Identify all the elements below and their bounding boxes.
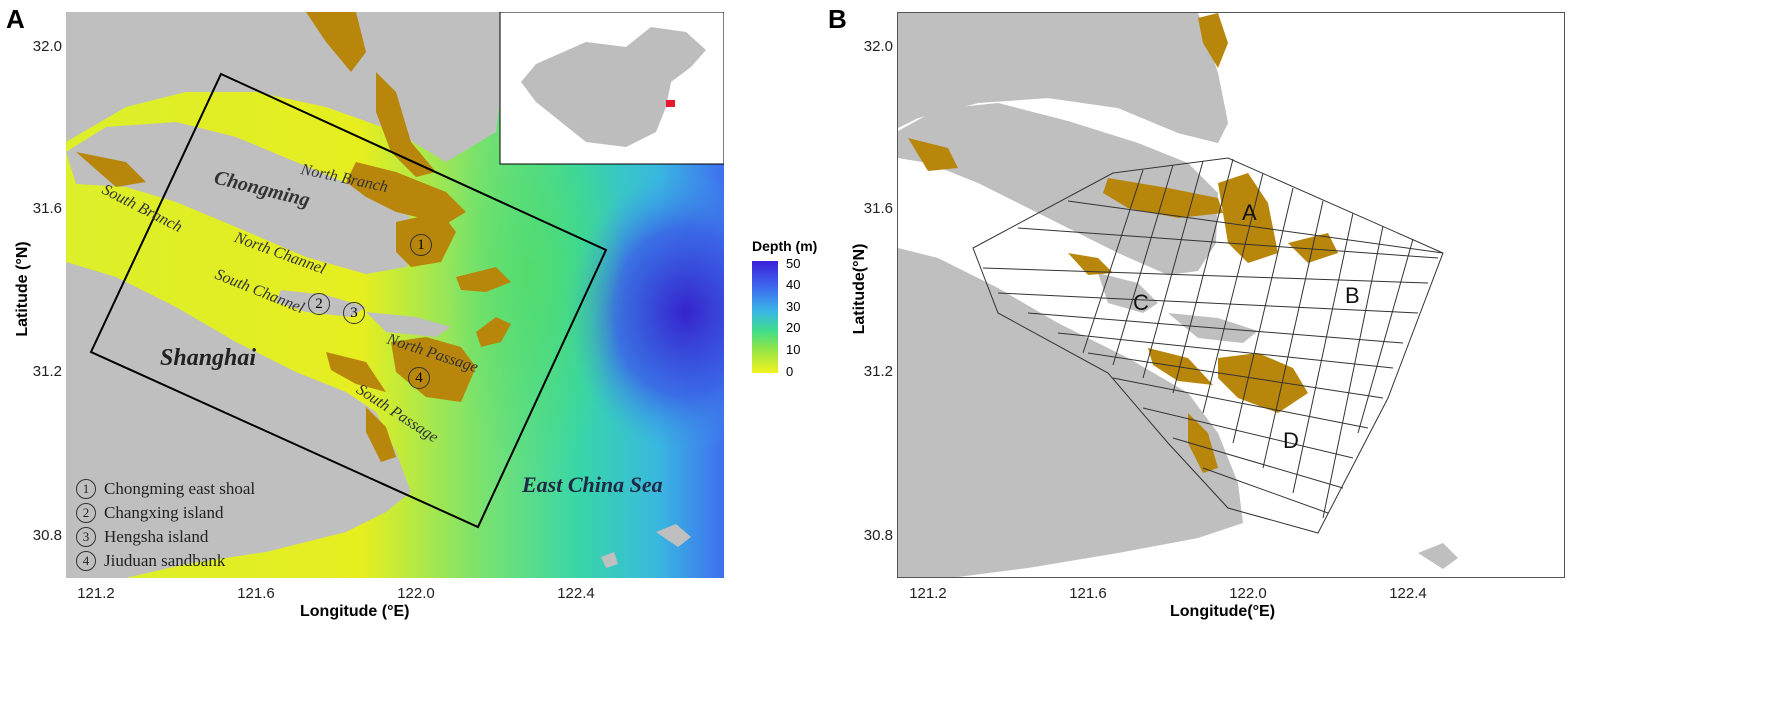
panel-b-label: B [828,4,847,34]
place-label-east-china-sea: East China Sea [522,472,663,497]
x-tick: 122.4 [1389,585,1427,602]
marker-4: 4 [408,367,430,389]
bathymetry-map [66,12,724,578]
x-tick: 121.2 [77,585,115,602]
y-axis-title: Latitude (°N) [14,241,31,337]
depth-legend-title: Depth (m) [752,238,818,254]
x-axis-title: Longitude (°E) [300,603,410,620]
x-tick: 122.4 [557,585,595,602]
region-label-a: A [1242,200,1257,225]
region-label-b: B [1345,283,1360,308]
x-tick: 122.0 [1229,585,1267,602]
location-key: 1 Chongming east shoal 2 Changxing island … [76,477,255,573]
y-tick: 32.0 [32,38,62,55]
marker-2: 2 [308,293,330,315]
y-tick: 30.8 [32,527,62,544]
y-tick: 31.6 [32,200,62,217]
x-axis-title: Longitude(°E) [1170,603,1276,620]
study-grid-map [897,12,1565,578]
x-tick: 121.6 [1069,585,1107,602]
legend-tick: 50 [786,256,801,271]
x-tick: 121.2 [909,585,947,602]
key-label: Jiuduan sandbank [104,551,226,570]
region-label-c: C [1133,290,1149,315]
key-number: 3 [76,527,96,547]
key-number: 4 [76,551,96,571]
depth-color-bar [752,261,778,373]
y-tick: 32.0 [863,38,893,55]
place-label-shanghai: Shanghai [160,345,257,371]
y-tick: 31.6 [863,200,893,217]
key-number: 1 [76,479,96,499]
x-tick: 122.0 [397,585,435,602]
y-axis-title: Latitude(°N) [851,243,868,335]
marker-3: 3 [343,302,365,324]
key-item: 2 Changxing island [76,501,255,525]
region-label-d: D [1283,428,1299,453]
legend-tick: 30 [786,299,801,314]
y-tick: 31.2 [32,363,62,380]
legend-tick: 40 [786,277,801,292]
marker-1: 1 [410,234,432,256]
y-tick: 31.2 [863,363,893,380]
key-item: 1 Chongming east shoal [76,477,255,501]
y-tick: 30.8 [863,527,893,544]
key-label: Changxing island [104,503,224,522]
key-number: 2 [76,503,96,523]
key-label: Chongming east shoal [104,479,256,498]
panel-a-label: A [6,4,25,34]
x-tick: 121.6 [237,585,275,602]
legend-tick: 20 [786,320,801,335]
key-label: Hengsha island [104,527,209,546]
key-item: 3 Hengsha island [76,525,255,549]
key-item: 4 Jiuduan sandbank [76,549,255,573]
legend-tick: 10 [786,342,801,357]
legend-tick: 0 [786,364,794,379]
